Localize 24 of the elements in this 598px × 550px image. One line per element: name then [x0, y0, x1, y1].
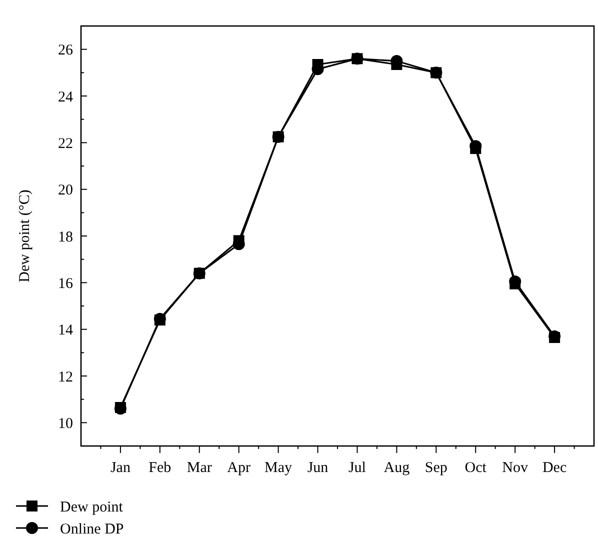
x-tick-label: Jun [307, 460, 329, 476]
y-tick-label: 18 [58, 229, 73, 246]
x-tick-label: Aug [384, 460, 410, 476]
x-tick-label: May [264, 460, 293, 476]
y-tick-label: 24 [58, 89, 74, 106]
y-tick-label: 12 [58, 369, 73, 386]
y-tick-label: 10 [58, 416, 73, 432]
y-axis-title: Dew point (°C) [17, 190, 33, 282]
x-tick-label: Apr [227, 460, 251, 476]
y-tick-label: 20 [58, 182, 73, 199]
x-tick-label: Feb [148, 460, 172, 476]
x-tick-label: Oct [464, 460, 488, 476]
y-tick-label: 26 [58, 42, 74, 59]
x-tick-label: Jul [348, 460, 366, 476]
y-tick-label: 22 [58, 136, 73, 152]
legend-label: Online DP [60, 521, 124, 538]
x-tick-label: Nov [502, 460, 528, 476]
x-tick-label: Sep [424, 460, 448, 476]
x-tick-label: Mar [186, 460, 212, 476]
x-tick-label: Dec [542, 460, 567, 476]
y-tick-label: 16 [58, 276, 74, 292]
y-tick-label: 14 [58, 322, 74, 339]
legend-label: Dew point [60, 499, 124, 516]
x-tick-label: Jan [110, 460, 131, 476]
